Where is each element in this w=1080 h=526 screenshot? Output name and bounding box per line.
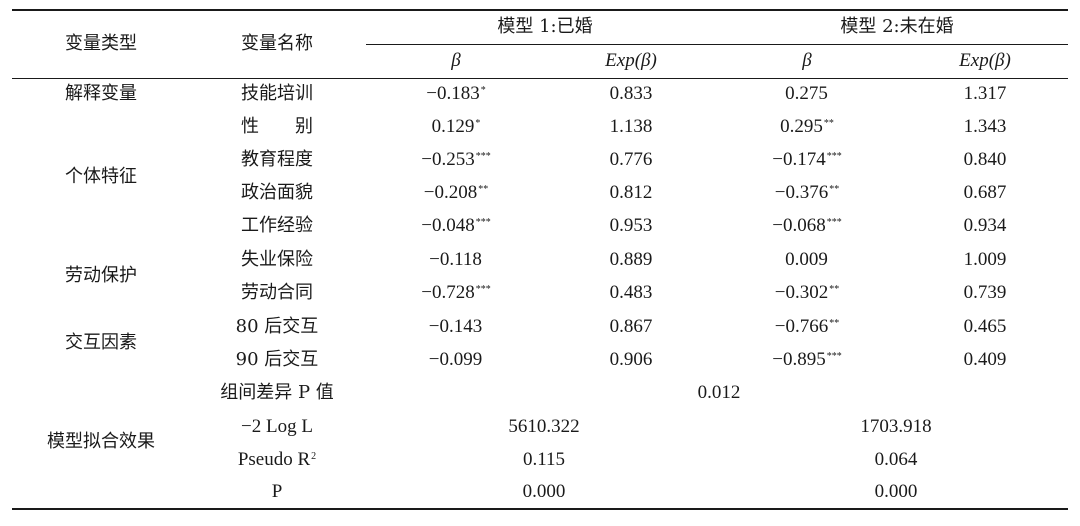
group-individual: 个体特征 — [65, 166, 137, 187]
header-m1-exp-beta: Exp(β) — [605, 50, 657, 71]
loglik-m1: 5610.322 — [508, 416, 580, 437]
group-labor: 劳动保护 — [65, 265, 137, 286]
p-label: P — [271, 481, 283, 502]
row-m2-beta: −0.302** — [774, 282, 840, 303]
row-m2-beta: 0.275 — [785, 83, 828, 104]
row-m1-exp: 0.867 — [609, 316, 653, 337]
header-model1: 模型 1:已婚 — [497, 16, 593, 37]
row-m2-exp: 0.840 — [963, 149, 1007, 170]
loglik-m2: 1703.918 — [860, 416, 932, 437]
header-sub-rule — [366, 44, 1068, 45]
row-var-name: 性 别 — [241, 116, 313, 137]
row-m1-beta: −0.143 — [428, 316, 483, 337]
pseudo-r2-m2: 0.064 — [874, 449, 918, 470]
row-m2-exp: 0.465 — [963, 316, 1007, 337]
row-m1-beta: −0.253*** — [421, 149, 491, 170]
header-m2-exp-beta: Exp(β) — [959, 50, 1011, 71]
row-m1-beta: −0.048*** — [421, 215, 491, 236]
table-top-rule — [12, 9, 1068, 11]
p-m1: 0.000 — [522, 481, 566, 502]
loglik-label: −2 Log L — [241, 416, 313, 437]
row-m2-beta: −0.174*** — [772, 149, 842, 170]
row-m2-exp: 1.009 — [963, 249, 1007, 270]
row-var-name: 政治面貌 — [241, 182, 313, 203]
row-m1-beta: −0.099 — [428, 349, 483, 370]
group-fit: 模型拟合效果 — [47, 431, 155, 452]
row-m2-exp: 1.343 — [963, 116, 1007, 137]
row-m2-beta: −0.766** — [774, 316, 840, 337]
row-var-name: 教育程度 — [241, 149, 313, 170]
group-interaction: 交互因素 — [65, 332, 137, 353]
header-var-type: 变量类型 — [65, 33, 137, 54]
row-m1-exp: 1.138 — [609, 116, 653, 137]
row-m2-beta: 0.009 — [785, 249, 828, 270]
row-var-name: 90 后交互 — [235, 349, 319, 370]
group-diff-label: 组间差异 P 值 — [220, 382, 334, 403]
p-m2: 0.000 — [874, 481, 918, 502]
row-m1-beta: −0.728*** — [421, 282, 491, 303]
row-m1-exp: 0.889 — [609, 249, 653, 270]
pseudo-r2-m1: 0.115 — [522, 449, 566, 470]
row-var-name: 失业保险 — [241, 249, 313, 270]
row-m2-exp: 0.687 — [963, 182, 1007, 203]
row-m2-beta: −0.895*** — [772, 349, 842, 370]
row-var-name: 技能培训 — [241, 83, 313, 104]
row-m1-exp: 0.833 — [609, 83, 653, 104]
pseudo-r2-label: Pseudo R2 — [237, 449, 317, 470]
row-var-name: 劳动合同 — [241, 282, 313, 303]
row-m1-exp: 0.906 — [609, 349, 653, 370]
group-explanatory: 解释变量 — [65, 83, 137, 104]
row-m1-exp: 0.483 — [609, 282, 653, 303]
header-model2: 模型 2:未在婚 — [840, 16, 954, 37]
row-m1-beta: −0.208** — [423, 182, 489, 203]
row-var-name: 80 后交互 — [235, 316, 319, 337]
row-m1-exp: 0.776 — [609, 149, 653, 170]
row-m2-beta: −0.068*** — [772, 215, 842, 236]
row-m2-beta: −0.376** — [774, 182, 840, 203]
row-m1-exp: 0.812 — [609, 182, 653, 203]
row-m2-beta: 0.295** — [780, 116, 834, 137]
row-m2-exp: 0.409 — [963, 349, 1007, 370]
row-var-name: 工作经验 — [241, 215, 313, 236]
header-m1-beta: β — [451, 50, 461, 71]
row-m1-exp: 0.953 — [609, 215, 653, 236]
row-m2-exp: 0.934 — [963, 215, 1007, 236]
row-m1-beta: 0.129* — [431, 116, 481, 137]
table-bottom-rule — [12, 508, 1068, 510]
row-m1-beta: −0.118 — [429, 249, 482, 270]
group-diff-value: 0.012 — [697, 382, 741, 403]
row-m2-exp: 1.317 — [963, 83, 1007, 104]
row-m2-exp: 0.739 — [963, 282, 1007, 303]
table-header-rule — [12, 78, 1068, 79]
header-m2-beta: β — [802, 50, 812, 71]
header-var-name: 变量名称 — [241, 33, 313, 54]
row-m1-beta: −0.183* — [426, 83, 486, 104]
